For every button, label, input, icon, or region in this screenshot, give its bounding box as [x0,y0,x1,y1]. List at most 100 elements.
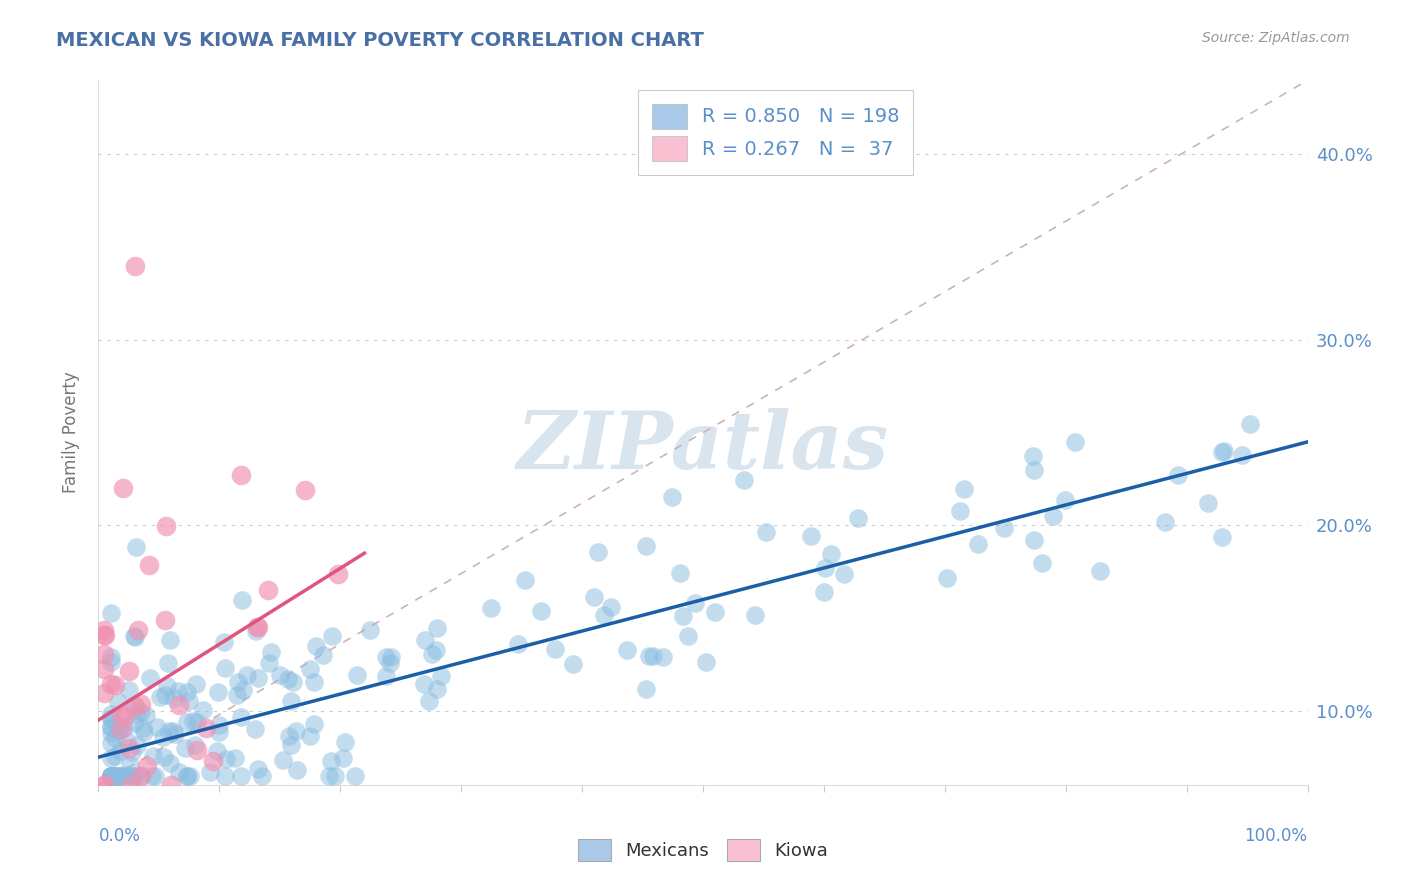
Point [93,686,115,700]
Point [110,723,132,737]
Point [104,678,127,692]
Point [93,628,115,642]
Y-axis label: Family Poverty: Family Poverty [62,372,80,493]
Point [846,511,869,525]
Point [229,709,252,723]
Point [318,769,340,783]
Point [250,769,273,783]
Point [1197,496,1219,510]
Point [111,481,134,495]
Point [100,712,122,726]
Point [104,731,127,745]
Point [1167,467,1189,482]
Point [132,725,155,739]
Point [214,661,236,675]
Point [156,679,179,693]
Point [108,744,131,758]
Point [118,740,141,755]
Point [100,769,122,783]
Point [305,639,328,653]
Point [378,657,401,671]
Point [176,714,198,729]
Point [637,649,659,664]
Point [207,685,229,699]
Point [110,769,132,783]
Point [936,571,959,585]
Point [108,718,131,732]
Point [100,736,122,750]
Point [636,681,658,696]
Point [181,714,204,729]
Point [280,694,302,708]
Point [281,674,304,689]
Point [117,733,139,747]
Point [513,573,536,587]
Point [193,703,215,717]
Point [215,752,238,766]
Point [413,677,436,691]
Point [277,673,299,687]
Point [586,545,609,559]
Point [683,596,706,610]
Point [1230,448,1253,462]
Point [1088,564,1111,578]
Point [1054,493,1077,508]
Point [260,645,283,659]
Point [669,566,692,580]
Point [247,762,270,776]
Point [155,519,177,533]
Point [278,730,301,744]
Point [100,769,122,783]
Point [328,566,350,581]
Point [346,668,368,682]
Point [142,748,165,763]
Point [107,695,129,709]
Point [641,648,664,663]
Point [129,698,152,712]
Point [544,641,567,656]
Point [138,558,160,572]
Point [422,647,444,661]
Point [100,769,122,783]
Point [149,690,172,704]
Point [319,754,342,768]
Point [114,709,136,723]
Point [100,606,122,620]
Point [418,694,440,708]
Point [125,540,148,554]
Point [124,769,146,783]
Point [108,769,131,783]
Point [100,751,122,765]
Point [167,684,190,698]
Legend: Mexicans, Kiowa: Mexicans, Kiowa [565,827,841,874]
Point [231,592,253,607]
Point [101,769,124,783]
Point [100,769,122,783]
Point [110,708,132,723]
Point [194,721,217,735]
Point [299,662,322,676]
Point [107,769,129,783]
Point [755,525,778,540]
Point [122,716,145,731]
Point [100,706,122,721]
Point [186,743,208,757]
Point [333,734,356,748]
Point [105,769,128,783]
Point [311,648,333,662]
Point [1022,463,1045,477]
Point [205,744,228,758]
Point [184,738,207,752]
Point [163,727,186,741]
Point [676,629,699,643]
Point [125,707,148,722]
Legend: R = 0.850   N = 198, R = 0.267   N =  37: R = 0.850 N = 198, R = 0.267 N = 37 [638,90,912,175]
Point [562,657,585,671]
Point [176,769,198,783]
Point [993,521,1015,535]
Point [169,698,191,713]
Point [332,751,354,765]
Point [208,724,231,739]
Point [120,758,142,772]
Point [129,769,152,783]
